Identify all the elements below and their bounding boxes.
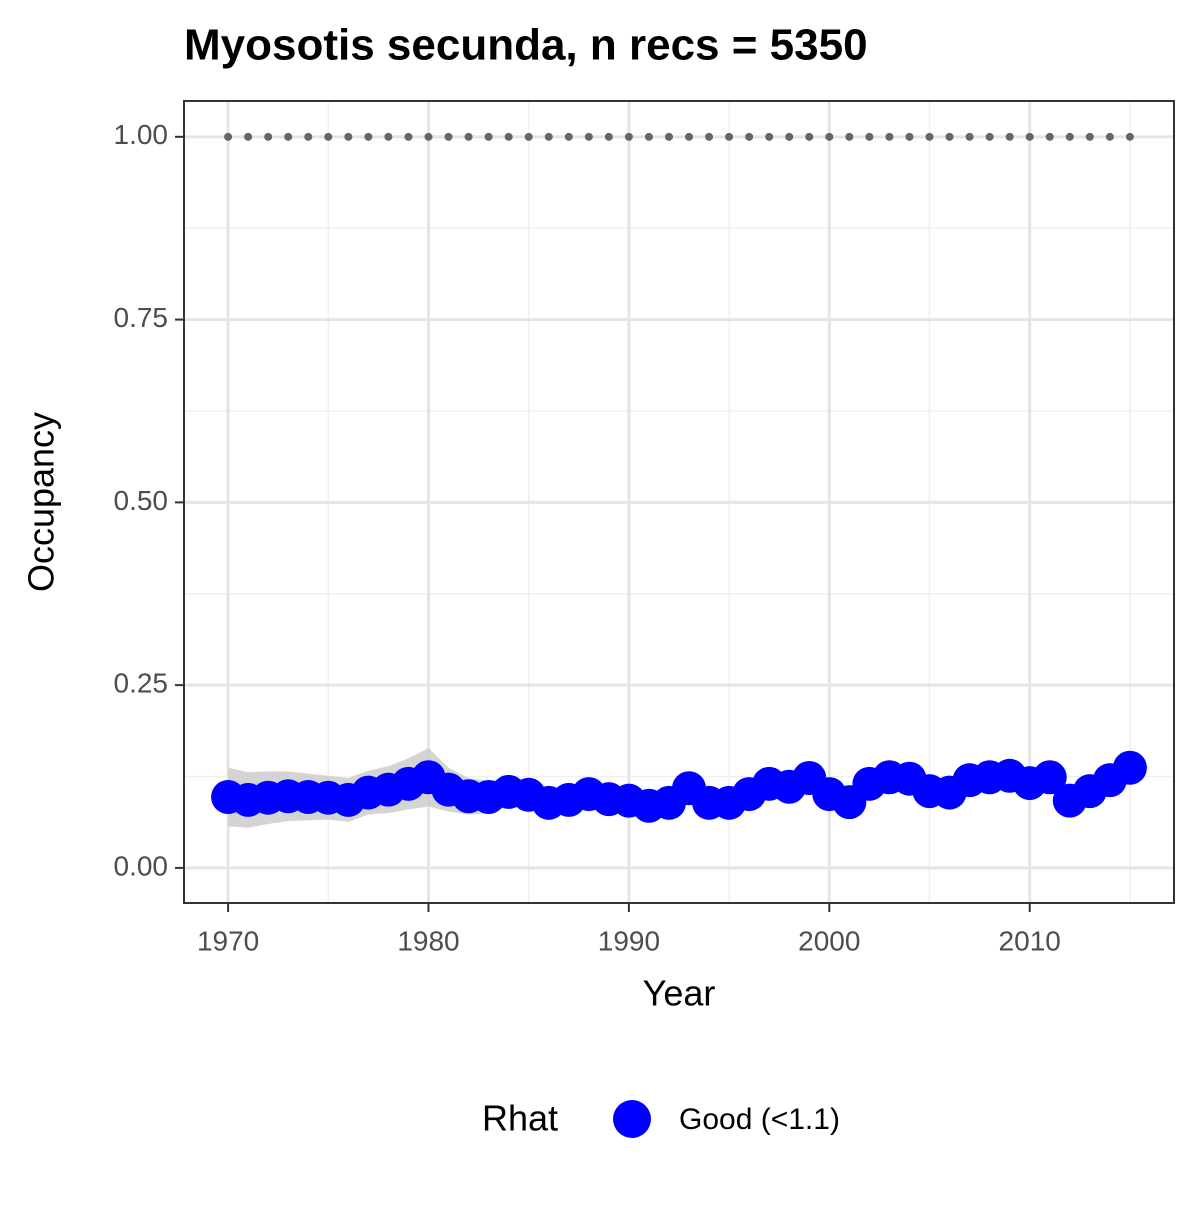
reference-point [484, 132, 493, 141]
reference-point [1105, 132, 1114, 141]
reference-point [504, 132, 513, 141]
reference-point [1125, 132, 1134, 141]
plot-area [211, 132, 1147, 828]
reference-point [765, 132, 774, 141]
reference-point [845, 132, 854, 141]
reference-point [384, 132, 393, 141]
reference-point [685, 132, 694, 141]
reference-point [304, 132, 313, 141]
reference-point [1045, 132, 1054, 141]
x-axis-title: Year [643, 973, 716, 1014]
reference-point [885, 132, 894, 141]
reference-point [524, 132, 533, 141]
x-tick-label: 1970 [197, 925, 259, 956]
y-tick-label: 1.00 [114, 119, 169, 150]
reference-point [785, 132, 794, 141]
y-tick-label: 0.75 [114, 302, 169, 333]
reference-point [725, 132, 734, 141]
reference-point [965, 132, 974, 141]
y-tick-label: 0.00 [114, 850, 169, 881]
reference-point [364, 132, 373, 141]
point [1032, 760, 1067, 795]
reference-point [544, 132, 553, 141]
legend: Good (<1.1) [613, 1100, 840, 1138]
reference-point [1025, 132, 1034, 141]
reference-point [745, 132, 754, 141]
x-tick-label: 2000 [798, 925, 860, 956]
reference-point [1085, 132, 1094, 141]
y-tick-label: 0.50 [114, 485, 169, 516]
reference-point [664, 132, 673, 141]
x-tick-label: 1980 [397, 925, 459, 956]
chart-title: Myosotis secunda, n recs = 5350 [184, 21, 868, 70]
reference-point [224, 132, 233, 141]
reference-point [584, 132, 593, 141]
reference-point [925, 132, 934, 141]
legend-title: Rhat [482, 1098, 558, 1139]
reference-point [825, 132, 834, 141]
y-tick-label: 0.25 [114, 668, 169, 699]
reference-point [1005, 132, 1014, 141]
reference-point [264, 132, 273, 141]
reference-point [424, 132, 433, 141]
reference-point [444, 132, 453, 141]
axes: 1970 1980 1990 2000 2010 0.00 0.25 0.50 0.75 1.00 [114, 119, 1061, 956]
reference-point [284, 132, 293, 141]
reference-point [604, 132, 613, 141]
reference-point [244, 132, 253, 141]
legend-label: Good (<1.1) [679, 1103, 840, 1136]
reference-point [564, 132, 573, 141]
legend-marker [613, 1100, 651, 1138]
x-tick-label: 2010 [999, 925, 1061, 956]
reference-point [945, 132, 954, 141]
reference-point [985, 132, 994, 141]
reference-point [344, 132, 353, 141]
reference-point [1065, 132, 1074, 141]
reference-point [404, 132, 413, 141]
y-axis-title: Occupancy [21, 412, 62, 592]
x-tick-label: 1990 [598, 925, 660, 956]
reference-point [624, 132, 633, 141]
reference-point [805, 132, 814, 141]
reference-point [865, 132, 874, 141]
point [1112, 750, 1147, 785]
reference-point [905, 132, 914, 141]
reference-point [464, 132, 473, 141]
reference-point [644, 132, 653, 141]
reference-point [705, 132, 714, 141]
reference-point [324, 132, 333, 141]
